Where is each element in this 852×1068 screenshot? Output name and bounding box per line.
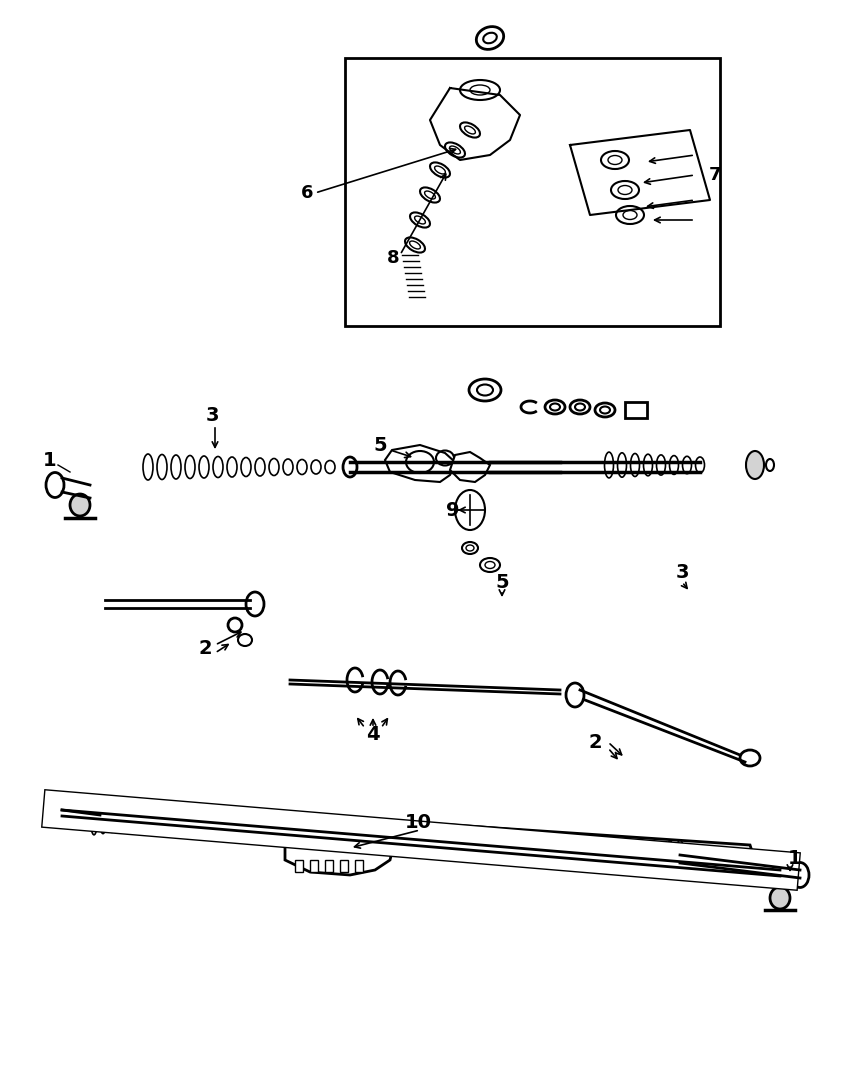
Text: 6: 6 <box>301 184 313 202</box>
Text: 2: 2 <box>588 733 602 752</box>
Text: 3: 3 <box>675 563 688 581</box>
Bar <box>625 402 646 418</box>
Text: 9: 9 <box>446 501 459 519</box>
Bar <box>340 860 348 871</box>
Text: 5: 5 <box>495 572 508 592</box>
Text: 10: 10 <box>404 813 431 832</box>
Ellipse shape <box>746 451 763 480</box>
Ellipse shape <box>769 888 789 909</box>
Ellipse shape <box>70 494 90 516</box>
Bar <box>354 860 363 871</box>
Text: 5: 5 <box>373 436 386 455</box>
Polygon shape <box>285 824 394 875</box>
Bar <box>325 860 332 871</box>
Text: 4: 4 <box>366 725 379 744</box>
Text: 3: 3 <box>205 406 218 424</box>
Polygon shape <box>80 800 757 870</box>
Text: 7: 7 <box>708 166 721 184</box>
Bar <box>344 58 719 326</box>
Text: 2: 2 <box>198 639 211 658</box>
Text: 1: 1 <box>787 848 801 867</box>
Bar <box>309 860 318 871</box>
Polygon shape <box>384 445 454 482</box>
Bar <box>295 860 302 871</box>
Text: 1: 1 <box>43 451 57 470</box>
Polygon shape <box>450 452 489 482</box>
Text: 8: 8 <box>386 249 399 267</box>
